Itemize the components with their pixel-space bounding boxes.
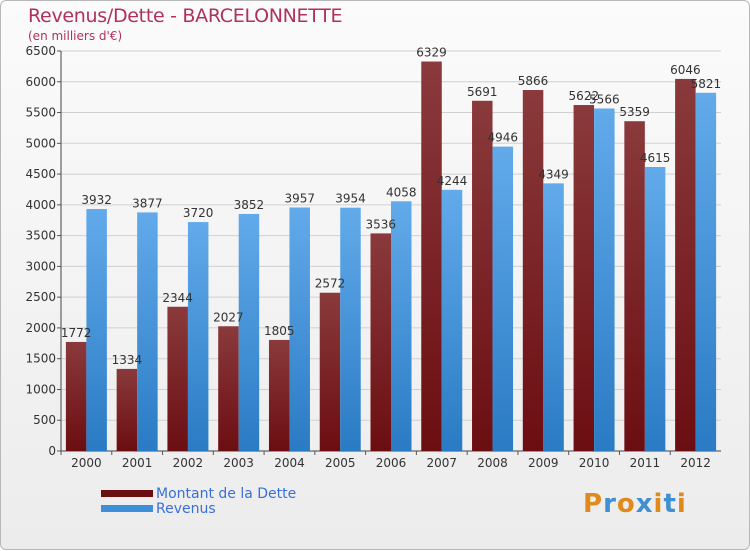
bar-revenus	[441, 189, 463, 452]
bar-revenus	[340, 207, 361, 451]
x-tick-label: 2004	[274, 456, 305, 470]
bar-dette	[675, 78, 696, 451]
bar-dette	[167, 306, 188, 451]
y-tick-label: 4500	[25, 167, 56, 181]
label-layer: 1772 3932 1334 3877 2344 3720 2027 3852 1805 3957…	[61, 46, 721, 367]
bar-dette	[573, 105, 595, 452]
data-label: 5821	[691, 77, 722, 91]
bar-revenus	[492, 146, 514, 451]
bar-revenus	[137, 212, 158, 451]
bar-revenus	[187, 222, 209, 451]
legend-label-revenus: Revenus	[156, 501, 216, 517]
data-label: 2344	[162, 291, 193, 305]
y-tick-label: 1500	[25, 352, 56, 366]
data-label: 1334	[112, 353, 143, 367]
data-label: 2572	[315, 277, 346, 291]
y-tick-label: 2000	[25, 321, 56, 335]
bar-dette	[268, 339, 290, 451]
proxiti-logo: Proxiti	[583, 489, 687, 519]
x-tick-label: 2003	[223, 456, 254, 470]
x-tick-label: 2005	[325, 456, 356, 470]
data-label: 3932	[81, 193, 112, 207]
x-tick-label: 2008	[477, 456, 508, 470]
data-label: 3954	[335, 192, 366, 206]
bar-revenus	[644, 167, 666, 451]
y-tick-label: 500	[33, 413, 56, 427]
axis-layer: 0 500 1000 1500 2000 2500 3000 3500 4000 4500 5000…	[25, 44, 721, 470]
data-label: 6329	[416, 46, 447, 60]
x-tick-label: 2006	[376, 456, 407, 470]
data-label: 4615	[640, 151, 671, 165]
bar-revenus	[238, 213, 260, 451]
chart-subtitle: (en milliers d'€)	[28, 29, 123, 43]
y-tick-label: 1000	[25, 382, 56, 396]
data-label: 4058	[386, 185, 417, 199]
data-label: 4244	[437, 174, 468, 188]
data-label: 3536	[365, 217, 396, 231]
data-label: 5359	[619, 105, 650, 119]
y-tick-label: 6000	[25, 75, 56, 89]
y-tick-label: 3000	[25, 259, 56, 273]
bar-revenus	[86, 209, 107, 451]
data-label: 4946	[488, 131, 519, 145]
bar-revenus	[289, 207, 310, 451]
data-label: 4349	[538, 167, 569, 181]
data-label: 1805	[264, 324, 295, 338]
bar-dette	[218, 326, 239, 451]
bar-dette	[421, 61, 442, 452]
x-tick-label: 2001	[122, 456, 153, 470]
legend-label-dette: Montant de la Dette	[156, 486, 297, 502]
bar-dette	[319, 292, 341, 451]
legend-swatch-revenus	[101, 505, 153, 512]
bar-dette	[522, 90, 544, 451]
data-label: 5622	[569, 89, 600, 103]
y-tick-label: 2500	[25, 290, 56, 304]
data-label: 5691	[467, 85, 498, 99]
chart-title: Revenus/Dette - BARCELONNETTE	[28, 5, 343, 27]
bar-dette	[472, 100, 493, 452]
bar-dette	[116, 368, 138, 451]
data-label: 1772	[61, 326, 92, 340]
x-tick-label: 2007	[426, 456, 457, 470]
bar-layer	[65, 61, 717, 452]
x-tick-label: 2011	[630, 456, 661, 470]
legend-swatch-dette	[101, 490, 153, 497]
data-label: 5566	[589, 92, 620, 106]
x-tick-label: 2009	[528, 456, 559, 470]
bar-revenus	[391, 201, 412, 451]
y-tick-label: 4000	[25, 198, 56, 212]
data-label: 3852	[234, 198, 265, 212]
bar-revenus	[695, 92, 717, 452]
bar-dette	[65, 341, 87, 451]
data-label: 6046	[670, 63, 701, 77]
data-label: 3957	[284, 191, 315, 205]
bar-dette	[370, 233, 391, 451]
y-tick-label: 0	[48, 444, 56, 458]
bar-revenus	[543, 183, 564, 451]
data-label: 5866	[518, 74, 549, 88]
x-tick-label: 2002	[173, 456, 204, 470]
data-label: 3720	[183, 206, 214, 220]
y-tick-label: 5000	[25, 136, 56, 150]
x-tick-label: 2012	[680, 456, 711, 470]
y-tick-label: 3500	[25, 229, 56, 243]
y-tick-label: 5500	[25, 106, 56, 120]
data-label: 2027	[213, 310, 244, 324]
x-tick-label: 2000	[71, 456, 102, 470]
y-tick-label: 6500	[25, 44, 56, 58]
bar-dette	[624, 121, 645, 451]
x-tick-label: 2010	[579, 456, 610, 470]
data-label: 3877	[132, 196, 163, 210]
bar-revenus	[594, 108, 615, 451]
